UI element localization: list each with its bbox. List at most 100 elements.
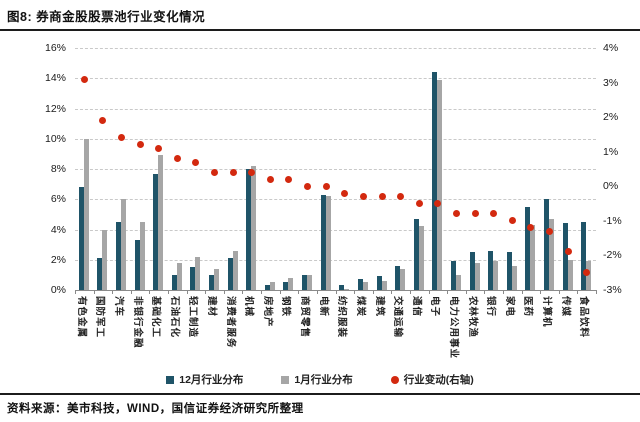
chart-legend: 12月行业分布 1月行业分布 行业变动(右轴)	[0, 372, 640, 387]
bar-group	[317, 48, 336, 290]
jan-bar	[251, 165, 257, 290]
category-label: 消费者服务	[224, 296, 236, 349]
category-label: 通信	[410, 296, 422, 318]
jan-bar	[214, 268, 220, 290]
dec-bar	[78, 187, 84, 290]
category-label: 电子	[429, 296, 441, 318]
gridline	[75, 169, 596, 170]
change-dot	[211, 168, 219, 176]
left-axis-tick-label: 8%	[50, 163, 66, 175]
dec-bar	[246, 169, 252, 290]
bar-group	[354, 48, 373, 290]
axis-minor-tick	[540, 290, 542, 294]
legend-item-change: 行业变动(右轴)	[390, 372, 474, 387]
change-dot	[192, 158, 200, 166]
change-dot	[80, 75, 88, 83]
axis-minor-tick	[391, 290, 393, 294]
dec-bar	[395, 265, 401, 290]
change-dot	[99, 117, 107, 125]
bar-group	[484, 48, 503, 290]
change-dot	[304, 182, 312, 190]
jan-bar	[176, 262, 182, 290]
bar-group	[373, 48, 392, 290]
dec-bar	[171, 274, 177, 290]
jan-series-swatch-icon	[281, 375, 290, 384]
category-label: 商贸零售	[299, 296, 311, 339]
change-dot	[248, 168, 256, 176]
legend-label-dec: 12月行业分布	[179, 374, 244, 386]
dec-bar	[97, 258, 103, 290]
category-label: 计算机	[540, 296, 552, 328]
left-axis-tick-label: 10%	[44, 132, 66, 145]
jan-bar	[288, 277, 294, 290]
category-label: 农林牧渔	[466, 296, 478, 339]
bar-group	[336, 48, 355, 290]
bar-group	[168, 48, 187, 290]
bar-group	[131, 48, 150, 290]
left-axis-tick-label: 16%	[44, 42, 66, 54]
bar-group	[261, 48, 280, 290]
category-label: 国防军工	[94, 296, 106, 339]
dec-bar	[488, 250, 494, 290]
jan-bar	[474, 262, 480, 290]
jan-bar	[83, 138, 89, 290]
jan-bar	[307, 274, 313, 290]
axis-minor-tick	[335, 290, 337, 294]
right-axis-tick-label: 1%	[603, 145, 619, 158]
axis-minor-tick	[409, 290, 411, 294]
change-dot	[527, 224, 535, 232]
dec-bar	[153, 173, 159, 290]
dec-series-swatch-icon	[166, 375, 175, 384]
category-label: 建筑	[373, 296, 385, 318]
gridline	[75, 229, 596, 231]
category-label: 银行	[485, 296, 497, 318]
axis-minor-tick	[242, 290, 244, 294]
legend-label-jan: 1月行业分布	[294, 374, 353, 386]
axis-minor-tick	[279, 290, 281, 294]
change-dot	[378, 193, 386, 201]
legend-item-dec: 12月行业分布	[166, 372, 243, 387]
change-dot	[173, 155, 181, 163]
axis-minor-tick	[168, 290, 170, 294]
category-label: 食品饮料	[578, 296, 590, 339]
axis-minor-tick	[149, 290, 151, 294]
title-divider	[0, 29, 640, 31]
right-axis-tick-label: 3%	[603, 76, 619, 89]
left-axis-tick-label: 2%	[50, 253, 66, 266]
axis-minor-tick	[130, 290, 132, 294]
category-label: 机械	[243, 296, 255, 318]
dec-bar	[432, 72, 438, 290]
jan-bar	[269, 282, 275, 290]
legend-label-change: 行业变动(右轴)	[403, 374, 474, 386]
dec-bar	[562, 223, 568, 290]
axis-minor-tick	[298, 290, 300, 294]
right-axis-tick-label: -2%	[603, 249, 622, 262]
gridline	[75, 78, 596, 80]
dec-bar	[450, 261, 456, 290]
category-label: 传媒	[559, 296, 571, 318]
change-dot	[285, 175, 293, 183]
category-label: 钢铁	[280, 296, 292, 318]
axis-minor-tick	[112, 290, 114, 294]
bar-group	[112, 48, 131, 290]
dec-bar	[209, 274, 215, 290]
left-axis-tick-label: 12%	[44, 102, 66, 115]
bar-group	[242, 48, 261, 290]
jan-bar	[400, 268, 406, 290]
change-dot	[490, 210, 498, 218]
dec-bar	[339, 285, 345, 290]
jan-bar	[548, 218, 554, 290]
bar-group	[75, 48, 94, 290]
category-label: 非银行金融	[131, 296, 143, 349]
category-label: 电力公用事业	[447, 296, 459, 360]
dec-bar	[302, 274, 308, 290]
change-dot	[545, 227, 553, 235]
dec-bar	[134, 240, 140, 290]
category-label: 轻工制造	[187, 296, 199, 339]
category-label: 纺织服装	[336, 296, 348, 339]
dec-bar	[116, 221, 121, 290]
legend-item-jan: 1月行业分布	[281, 372, 353, 387]
change-dot	[136, 141, 144, 149]
axis-minor-tick	[577, 290, 579, 294]
category-label: 基础化工	[150, 296, 162, 339]
